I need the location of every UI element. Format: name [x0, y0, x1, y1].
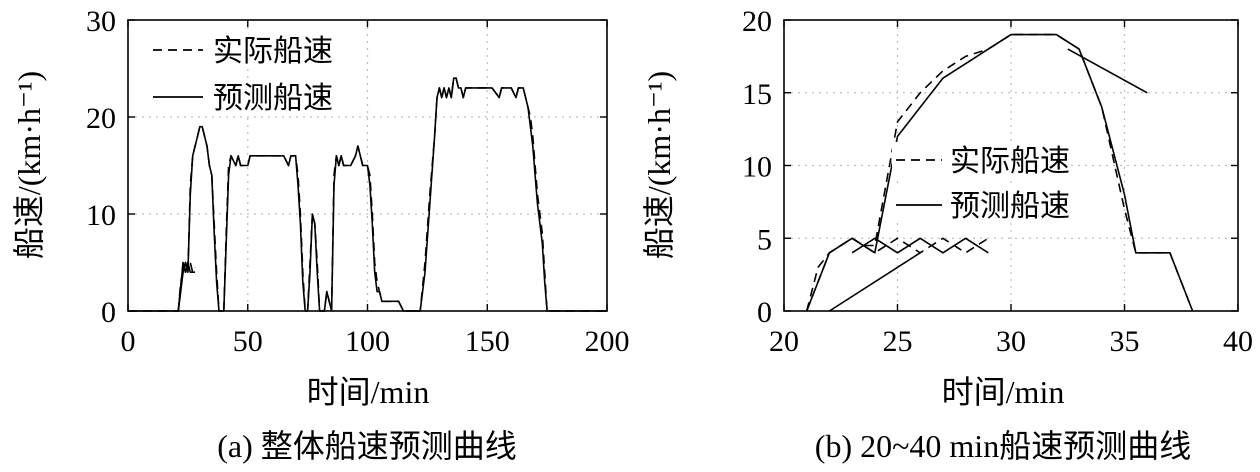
x-axis-label: 时间/min — [307, 374, 430, 410]
x-tick-label: 20 — [769, 325, 799, 358]
series-predicted-line — [851, 237, 989, 254]
series-actual-line — [805, 237, 989, 312]
x-tick-label: 40 — [1223, 325, 1253, 358]
x-tick-label: 150 — [465, 325, 510, 358]
y-tick-label: 20 — [742, 5, 772, 38]
x-tick-label: 0 — [121, 325, 136, 358]
series-predicted-line — [828, 252, 921, 312]
x-tick-label: 100 — [345, 325, 390, 358]
series-actual-line — [177, 125, 213, 312]
chart-caption: (a) 整体船速预测曲线 — [217, 428, 517, 464]
legend-bg — [149, 32, 319, 68]
series-predicted-line — [223, 155, 306, 312]
chart-a: 0 50 100 150 200 0 10 20 30 时间/min 船速/(km·h⁻¹) 实际船速… — [11, 5, 630, 464]
y-tick-label: 10 — [742, 151, 772, 184]
legend-label-actual: 实际船速 — [950, 144, 1070, 179]
series-predicted-line — [1067, 48, 1148, 94]
x-tick-label: 200 — [585, 325, 630, 358]
series-actual-line — [223, 155, 306, 312]
series-actual-line — [415, 77, 607, 312]
series-predicted-line — [415, 77, 607, 312]
y-tick-label: 15 — [742, 78, 772, 111]
legend-label-actual: 实际船速 — [213, 34, 333, 69]
y-axis-label: 船速/(km·h⁻¹) — [641, 71, 677, 259]
y-tick-label: 30 — [86, 5, 116, 38]
x-axis-label: 时间/min — [942, 374, 1065, 410]
y-tick-label: 0 — [101, 296, 116, 329]
y-axis-label: 船速/(km·h⁻¹) — [11, 71, 47, 259]
y-tick-label: 5 — [757, 223, 772, 256]
x-tick-label: 35 — [1110, 325, 1140, 358]
series-predicted-line — [330, 145, 416, 312]
y-tick-label: 10 — [86, 199, 116, 232]
series-actual-line — [330, 145, 416, 312]
legend-label-predicted: 预测船速 — [213, 81, 333, 116]
x-tick-label: 30 — [996, 325, 1026, 358]
series-predicted-line — [177, 125, 213, 312]
legend-label-predicted: 预测船速 — [950, 189, 1070, 224]
legend-bg — [892, 142, 1062, 178]
x-tick-label: 25 — [883, 325, 913, 358]
chart-caption: (b) 20~40 min船速预测曲线 — [815, 428, 1191, 464]
chart-b: 20 25 30 35 40 0 5 10 15 20 时间/min 船速/(km·h⁻¹) 实际船速预… — [641, 5, 1253, 464]
x-tick-label: 50 — [233, 325, 263, 358]
y-tick-label: 0 — [757, 296, 772, 329]
series-predicted-line — [805, 33, 1194, 312]
series-predicted-line — [128, 261, 196, 312]
y-tick-label: 20 — [86, 102, 116, 135]
series-predicted-line — [305, 213, 333, 312]
